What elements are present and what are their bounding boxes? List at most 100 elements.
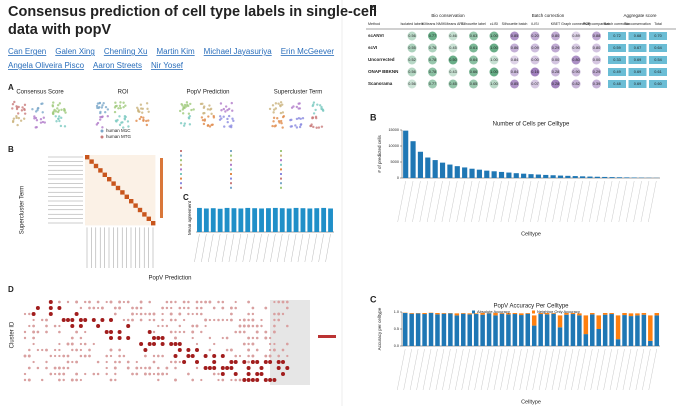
dot — [174, 337, 177, 340]
umap-point — [21, 109, 23, 111]
legend-label: human M1C — [106, 128, 131, 133]
bar — [301, 208, 306, 232]
umap-point — [276, 117, 278, 119]
dot — [148, 342, 152, 346]
dot — [178, 342, 182, 346]
dot — [66, 318, 70, 322]
umap-point — [201, 116, 203, 118]
table-cell: 0.50 — [449, 58, 456, 62]
dot — [57, 306, 61, 310]
x-tick — [468, 349, 476, 390]
column-header: Total — [654, 22, 662, 26]
umap-point — [58, 109, 60, 111]
umap-point — [58, 120, 60, 122]
dot — [226, 337, 229, 340]
table-cell: 0.76 — [429, 46, 436, 50]
column-header: Silhouette label — [461, 22, 486, 26]
bar — [416, 313, 421, 346]
bar — [238, 208, 243, 232]
heatmap-cell — [111, 181, 115, 185]
x-tick — [319, 234, 324, 262]
x-tick — [404, 349, 412, 390]
bar — [410, 141, 415, 178]
bar — [422, 313, 427, 314]
umap-point — [271, 125, 273, 127]
dot — [196, 313, 198, 315]
umap-point — [18, 117, 20, 119]
umap-point — [227, 121, 229, 123]
dot — [153, 331, 155, 333]
dot — [183, 301, 186, 304]
legend-swatch — [280, 178, 282, 180]
dot — [75, 331, 78, 334]
dot — [217, 379, 219, 381]
dot — [191, 354, 195, 358]
bar — [584, 315, 589, 334]
dot — [187, 307, 190, 310]
umap-point — [220, 117, 222, 119]
dot — [282, 313, 284, 315]
bar — [526, 313, 531, 314]
bar — [642, 313, 647, 315]
umap-point — [97, 107, 99, 109]
dot — [58, 301, 61, 304]
umap-point — [188, 113, 190, 115]
umap-point — [272, 104, 274, 106]
dot — [226, 319, 228, 321]
heatmap-cell — [129, 199, 133, 203]
dot — [212, 360, 216, 364]
umap-point — [184, 104, 186, 106]
bar — [571, 314, 576, 346]
bar — [461, 313, 466, 314]
umap-title: PopV Prediction — [186, 90, 229, 96]
axis-label: PopV Prediction — [148, 276, 191, 282]
column-header: Method — [368, 22, 380, 26]
x-tick — [560, 181, 568, 222]
bar — [245, 208, 250, 232]
x-tick — [629, 349, 637, 390]
umap-point — [209, 125, 211, 127]
umap-point — [319, 104, 321, 106]
umap-point — [182, 108, 184, 110]
x-tick — [436, 349, 444, 390]
dot — [286, 343, 289, 346]
axis-label: Mean agreement — [187, 200, 192, 235]
umap-point — [52, 101, 54, 103]
bar — [403, 313, 408, 346]
bar — [294, 208, 299, 232]
dot — [84, 343, 87, 346]
dot — [247, 319, 250, 322]
bar — [635, 313, 640, 315]
legend-swatch — [230, 164, 232, 166]
table-cell: 0.84 — [511, 58, 518, 62]
column-header: Silhouette batch — [502, 22, 528, 26]
x-tick — [500, 349, 508, 390]
umap-point — [188, 117, 190, 119]
x-tick — [516, 181, 524, 222]
umap-point — [230, 124, 232, 126]
umap-point — [272, 120, 274, 122]
dot — [222, 301, 225, 304]
panel-label: A — [8, 83, 14, 92]
dot — [221, 307, 224, 310]
panel-label: D — [8, 285, 14, 294]
table-cell: 0.56 — [408, 82, 415, 86]
umap-point — [16, 106, 18, 108]
x-tick — [326, 234, 331, 262]
table-cell: 1.00 — [490, 70, 497, 74]
dot — [28, 313, 30, 315]
dot — [80, 343, 82, 345]
dot — [161, 336, 165, 340]
umap-point — [298, 117, 300, 119]
dot — [126, 324, 130, 328]
dot — [136, 361, 138, 363]
dot — [161, 313, 163, 315]
x-tick — [623, 349, 631, 390]
dot — [277, 301, 280, 304]
axis-label: Celltype — [521, 399, 541, 405]
umap-point — [207, 125, 209, 127]
dot — [239, 325, 242, 328]
dot — [273, 313, 276, 316]
heatmap-cell — [94, 164, 98, 168]
